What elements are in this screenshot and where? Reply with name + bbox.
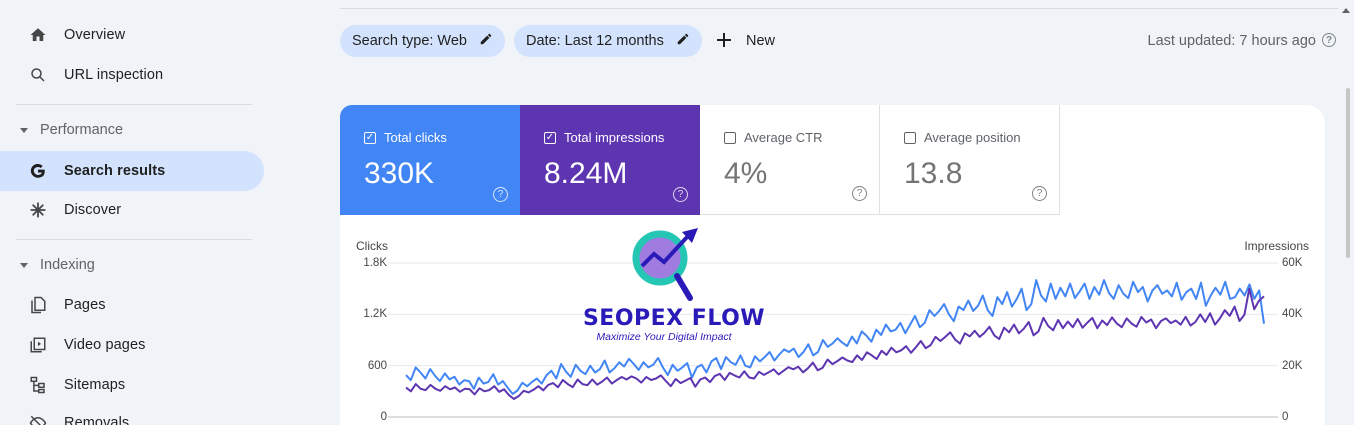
metric-tile-total-impressions[interactable]: ✓ Total impressions 8.24M ? bbox=[520, 105, 700, 215]
sidebar-item-url-inspection[interactable]: URL inspection bbox=[0, 55, 264, 95]
help-icon[interactable]: ? bbox=[673, 187, 688, 202]
sidebar-item-overview[interactable]: Overview bbox=[0, 15, 264, 55]
search-type-label: Search type: Web bbox=[352, 33, 467, 49]
checkbox-unchecked-icon[interactable] bbox=[904, 131, 916, 144]
metric-label: Total clicks bbox=[384, 130, 447, 145]
logo-wordmark: SEOPEX FLOW bbox=[582, 306, 766, 331]
left-axis-tick: 1.2K bbox=[363, 308, 387, 320]
metric-label: Average CTR bbox=[744, 130, 823, 145]
video-pages-icon bbox=[28, 335, 48, 355]
metric-value: 330K bbox=[364, 157, 435, 190]
search-icon bbox=[28, 65, 48, 85]
sidebar-item-label: Discover bbox=[64, 202, 122, 218]
right-axis-tick: 20K bbox=[1282, 360, 1303, 372]
header-divider bbox=[340, 8, 1338, 9]
metric-value: 8.24M bbox=[544, 157, 628, 190]
sidebar-item-sitemaps[interactable]: Sitemaps bbox=[0, 365, 264, 405]
right-axis-tick: 60K bbox=[1282, 257, 1303, 269]
metric-label: Total impressions bbox=[564, 130, 665, 145]
sidebar-item-pages[interactable]: Pages bbox=[0, 285, 264, 325]
sidebar-divider bbox=[16, 104, 252, 105]
section-header-label: Indexing bbox=[40, 257, 95, 273]
asterisk-icon bbox=[28, 200, 48, 220]
date-label: Date: Last 12 months bbox=[526, 33, 664, 49]
logo-magnifier-icon bbox=[632, 228, 698, 301]
sidebar-item-label: Removals bbox=[64, 415, 130, 425]
checkbox-unchecked-icon[interactable] bbox=[724, 131, 736, 144]
chart-series bbox=[405, 279, 1265, 400]
sidebar-item-label: Video pages bbox=[64, 337, 146, 353]
metric-label: Average position bbox=[924, 130, 1021, 145]
scroll-up-arrow-icon[interactable] bbox=[1342, 8, 1350, 13]
section-header-performance[interactable]: Performance bbox=[0, 115, 123, 145]
caret-down-icon bbox=[20, 127, 28, 133]
metric-value: 13.8 bbox=[904, 157, 963, 190]
scrollbar[interactable] bbox=[1340, 0, 1354, 425]
scrollbar-thumb[interactable] bbox=[1346, 88, 1350, 258]
left-axis-tick: 1.8K bbox=[363, 257, 387, 269]
right-axis-tick: 0 bbox=[1282, 411, 1289, 423]
chart-gridlines bbox=[388, 262, 1278, 418]
checkbox-checked-icon[interactable]: ✓ bbox=[544, 131, 556, 144]
sidebar-item-search-results[interactable]: Search results bbox=[0, 151, 264, 191]
sidebar-item-label: Sitemaps bbox=[64, 377, 126, 393]
sidebar-divider bbox=[16, 239, 252, 240]
left-axis-tick: 600 bbox=[367, 360, 387, 372]
left-axis-tick: 0 bbox=[380, 411, 387, 423]
help-icon[interactable]: ? bbox=[1032, 186, 1047, 201]
home-icon bbox=[28, 25, 48, 45]
series-line-clicks[interactable] bbox=[405, 279, 1265, 395]
sidebar-item-label: Search results bbox=[64, 163, 166, 179]
search-type-filter-chip[interactable]: Search type: Web bbox=[340, 25, 505, 57]
sidebar-item-label: URL inspection bbox=[64, 67, 164, 83]
section-header-indexing[interactable]: Indexing bbox=[0, 250, 95, 280]
sidebar-item-label: Overview bbox=[64, 27, 126, 43]
date-filter-chip[interactable]: Date: Last 12 months bbox=[514, 25, 702, 57]
performance-card: ✓ Total clicks 330K ? ✓ Total impression… bbox=[340, 105, 1325, 425]
metric-value: 4% bbox=[724, 157, 768, 190]
caret-down-icon bbox=[20, 262, 28, 268]
new-filter-label: New bbox=[746, 33, 776, 49]
logo-tagline: Maximize Your Digital Impact bbox=[596, 331, 732, 343]
section-header-label: Performance bbox=[40, 122, 124, 138]
sidebar: Overview URL inspection Performance Sear… bbox=[0, 0, 276, 425]
sidebar-item-video-pages[interactable]: Video pages bbox=[0, 325, 264, 365]
sitemap-icon bbox=[28, 375, 48, 395]
sidebar-item-label: Pages bbox=[64, 297, 106, 313]
seopex-flow-logo: SEOPEX FLOW Maximize Your Digital Impact bbox=[578, 226, 778, 346]
last-updated-text: Last updated: 7 hours ago bbox=[1147, 33, 1317, 49]
metric-tile-average-position[interactable]: Average position 13.8 ? bbox=[880, 105, 1060, 215]
sidebar-item-removals[interactable]: Removals bbox=[0, 403, 264, 425]
removals-icon bbox=[28, 413, 48, 425]
performance-chart[interactable] bbox=[340, 105, 1325, 425]
metric-tile-average-ctr[interactable]: Average CTR 4% ? bbox=[700, 105, 880, 215]
plus-icon bbox=[716, 29, 732, 53]
edit-pencil-icon bbox=[676, 32, 690, 50]
new-filter-button[interactable]: New bbox=[716, 25, 775, 57]
pages-icon bbox=[28, 295, 48, 315]
right-axis-title: Impressions bbox=[1244, 239, 1309, 253]
help-icon[interactable]: ? bbox=[852, 186, 867, 201]
help-icon[interactable]: ? bbox=[1322, 33, 1336, 47]
checkbox-checked-icon[interactable]: ✓ bbox=[364, 131, 376, 144]
edit-pencil-icon bbox=[479, 32, 493, 50]
sidebar-item-discover[interactable]: Discover bbox=[0, 190, 264, 230]
metric-tile-total-clicks[interactable]: ✓ Total clicks 330K ? bbox=[340, 105, 520, 215]
google-g-icon bbox=[28, 161, 48, 181]
help-icon[interactable]: ? bbox=[493, 187, 508, 202]
right-axis-tick: 40K bbox=[1282, 308, 1303, 320]
series-line-impressions[interactable] bbox=[405, 287, 1265, 400]
left-axis-title: Clicks bbox=[356, 239, 388, 253]
